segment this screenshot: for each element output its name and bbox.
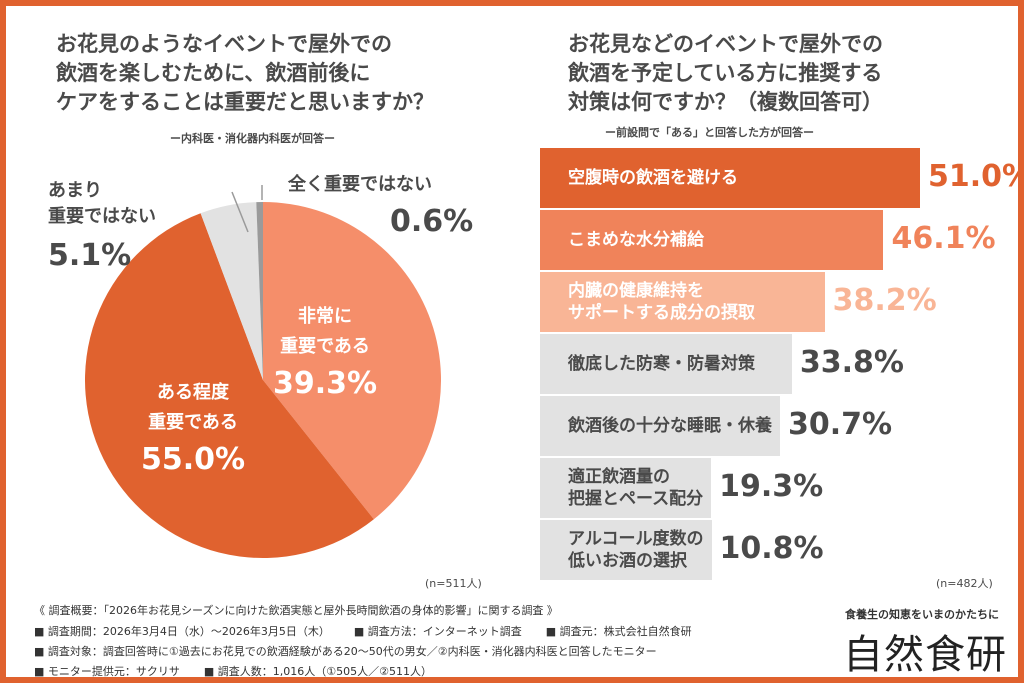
bar: [540, 520, 712, 580]
bar-label: 適正飲酒量の 把握とペース配分: [568, 467, 704, 509]
pie-subtitle: ー内科医・消化器内科医が回答ー: [170, 132, 335, 145]
bar-value: 38.2%: [832, 283, 937, 318]
bar-title: お花見などのイベントで屋外での 飲酒を予定している方に推奨する 対策は何ですか？…: [568, 32, 883, 114]
slice-value-not-very-important: 5.1%: [48, 238, 132, 273]
bar-value: 19.3%: [719, 469, 824, 504]
slice-label-not-important: 全く重要ではない: [288, 174, 432, 195]
slice-label-somewhat-important: ある程度 重要である: [148, 382, 238, 433]
pie-sample-size: (n=511人): [425, 577, 482, 590]
slice-label-very-important: 非常に 重要である: [280, 306, 370, 357]
bar-label: 内臓の健康維持を サポートする成分の摂取: [568, 281, 755, 323]
slice-value-somewhat-important: 55.0%: [140, 442, 246, 477]
bar: [540, 148, 920, 208]
survey-method: ■ 調査方法：インターネット調査: [353, 625, 522, 638]
survey-target: ■ 調査対象：調査回答時に①過去にお花見での飲酒経験がある20～50代の男女／②…: [34, 645, 657, 658]
pie-slice: [85, 213, 374, 558]
pie-slice: [256, 202, 263, 380]
bar: [540, 272, 825, 332]
survey-details-row-2: ■ モニター提供元：サクリサ ■ 調査人数：1,016人（①505人／②511人）: [34, 663, 456, 679]
bar-label: アルコール度数の 低いお酒の選択: [568, 529, 704, 571]
survey-period: ■ 調査期間：2026年3月4日（水）～2026年3月5日（木）: [34, 625, 330, 638]
bar-subtitle: ー前設問で「ある」と回答した方が回答ー: [605, 126, 814, 139]
bar-label: 徹底した防寒・防暑対策: [568, 354, 755, 374]
survey-details-row: ■ 調査期間：2026年3月4日（水）～2026年3月5日（木） ■ 調査方法：イ…: [34, 623, 716, 639]
bar: [540, 210, 884, 270]
bar-sample-size: (n=482人): [936, 577, 993, 590]
monitor-provider: ■ モニター提供元：サクリサ: [34, 665, 180, 678]
slice-label-not-very-important: あまり 重要ではない: [48, 180, 156, 227]
brand-tagline: 食養生の知恵をいまのかたちに: [845, 608, 999, 621]
pie-slice: [263, 202, 442, 520]
leader-line: [231, 191, 249, 233]
bar: [540, 334, 792, 394]
bar: [540, 458, 712, 518]
brand-logo: 自然食研: [843, 632, 1007, 678]
pie-title: お花見のようなイベントで屋外での 飲酒を楽しむために、飲酒前後に ケアをすること…: [56, 32, 434, 114]
bar-value: 10.8%: [719, 531, 824, 566]
survey-source: ■ 調査元：株式会社自然食研: [545, 625, 692, 638]
bar-value: 51.0%: [928, 159, 1024, 194]
bar-label: 空腹時の飲酒を避ける: [568, 168, 738, 188]
bar: [540, 396, 780, 456]
bar-label: こまめな水分補給: [568, 230, 704, 250]
bar-value: 33.8%: [799, 345, 904, 380]
pie-slice: [200, 202, 263, 380]
survey-overview: 《 調査概要：「2026年お花見シーズンに向けた飲酒実態と屋外長時間飲酒の身体的…: [34, 604, 558, 617]
slice-value-not-important: 0.6%: [390, 204, 474, 239]
respondent-count: ■ 調査人数：1,016人（①505人／②511人）: [203, 665, 432, 678]
bar-value: 46.1%: [891, 221, 996, 256]
bar-value: 30.7%: [788, 407, 893, 442]
slice-value-very-important: 39.3%: [272, 366, 378, 401]
bar-label: 飲酒後の十分な睡眠・休養: [568, 416, 772, 436]
